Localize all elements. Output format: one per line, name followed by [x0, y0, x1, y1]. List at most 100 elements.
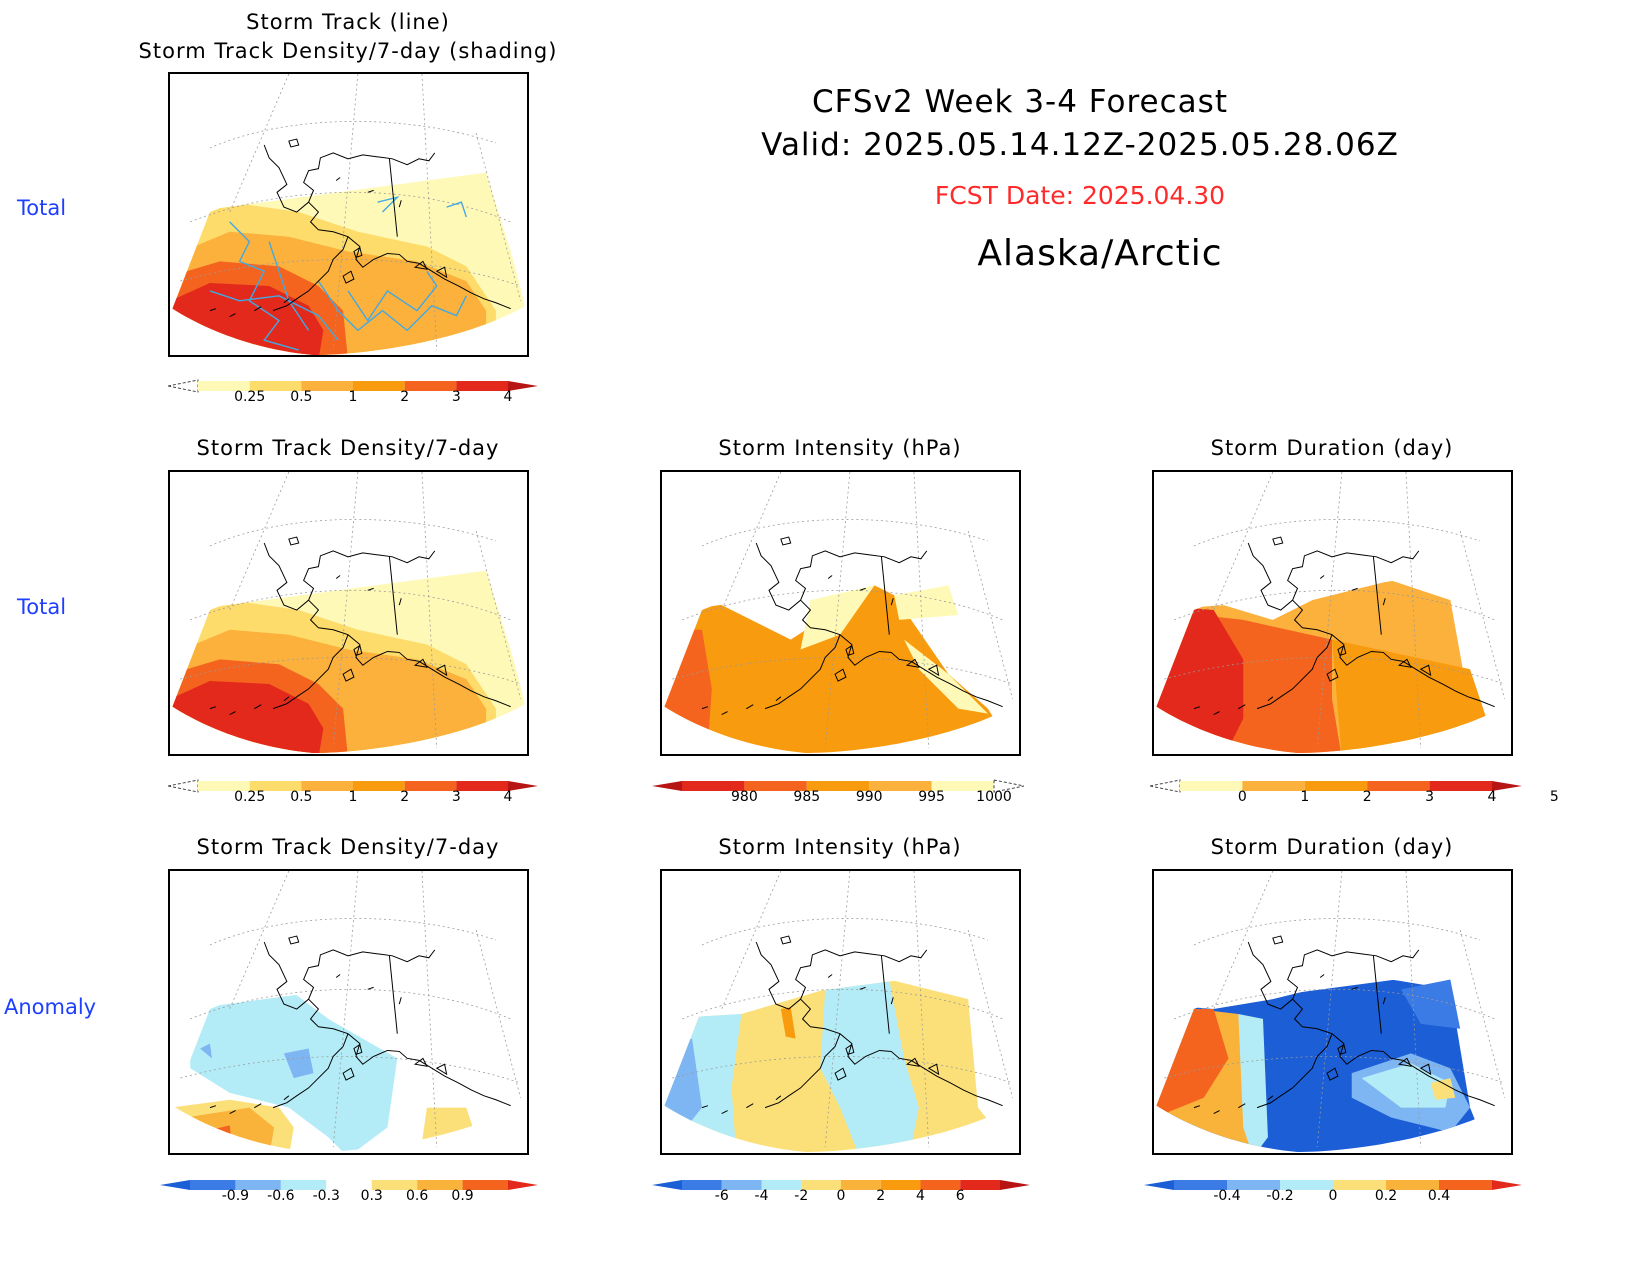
coastline: [1193, 935, 1495, 1115]
colorbar-segment: [1180, 781, 1243, 791]
colorbar-segment: [456, 381, 508, 391]
colorbar-segment: [417, 1180, 463, 1190]
graticule: [180, 472, 521, 749]
coastline: [701, 536, 1003, 716]
colorbar-density-total: 0.25 0.5 1 2 3 4: [167, 778, 538, 808]
colorbar-tick-label: -0.9: [221, 1188, 250, 1204]
colorbar-segment: [301, 381, 353, 391]
shade-neg0.6: [283, 1048, 314, 1079]
colorbar-tick-label: 6: [955, 1188, 965, 1204]
colorbar-duration-total: 0 1 2 3 4 5: [1149, 778, 1559, 808]
colorbar-duration-anomaly: -0.4 -0.2 0 0.2 0.4: [1144, 1177, 1522, 1207]
shade-0b: [820, 979, 919, 1153]
colorbar-segment: [1227, 1180, 1280, 1190]
colorbar-segment: [1304, 781, 1368, 791]
colorbar-right-end: [1000, 1180, 1030, 1190]
shade-0.9: [200, 1125, 232, 1146]
colorbar-segment: [682, 781, 745, 791]
colorbar-segment: [280, 1180, 327, 1190]
colorbar-tick-label: 2: [876, 1188, 886, 1204]
colorbar-tick-label: 0: [836, 1188, 846, 1204]
colorbar-segment: [1367, 781, 1430, 791]
shade-1000c: [904, 639, 988, 714]
intensity-anomaly-map: [660, 869, 1021, 1155]
colorbar-tick-label: 0.25: [234, 389, 266, 405]
colorbar-segment: [371, 1180, 418, 1190]
colorbar-left-end: [167, 779, 199, 793]
colorbar-tick-label: -0.2: [1266, 1188, 1294, 1204]
shade-neg0.2: [1238, 1013, 1268, 1153]
shade-4: [780, 1007, 796, 1039]
colorbar-segment: [880, 1180, 921, 1190]
colorbar-tick-label: -0.3: [312, 1188, 340, 1204]
colorbar-tick-label: 2: [1362, 789, 1372, 805]
colorbar-tick-label: 0.5: [290, 389, 313, 405]
colorbar-tick-label: 0.4: [1427, 1188, 1451, 1204]
colorbar-tick-label: 980: [731, 789, 758, 805]
colorbar-segment: [249, 381, 302, 391]
colorbar-tick-label: -4: [754, 1188, 769, 1204]
colorbar-segment: [1429, 781, 1492, 791]
density-total-title: Storm Track Density/7-day: [196, 436, 500, 460]
colorbar-tick-label: 2: [400, 389, 410, 405]
colorbar-tick-label: 985: [793, 789, 821, 805]
colorbar-segment: [841, 1180, 881, 1190]
colorbar-tick-label: 0: [1237, 789, 1247, 805]
colorbar-left-end: [1149, 779, 1181, 793]
colorbar-tick-label: 3: [451, 789, 461, 805]
colorbar-top-density: 0.25 0.5 1 2 3 4: [167, 378, 538, 408]
colorbar-tick-label: 2: [400, 789, 410, 805]
coastline: [1193, 536, 1495, 716]
colorbar-segment: [1386, 1180, 1439, 1190]
top-panel-title-line2: Storm Track Density/7-day (shading): [138, 39, 558, 63]
colorbar-segment: [1174, 1180, 1227, 1190]
colorbar-tick-label: 5: [1549, 789, 1559, 805]
colorbar-tick-label: 0.5: [290, 789, 313, 805]
colorbar-segment: [198, 381, 250, 391]
colorbar-segment: [301, 781, 353, 791]
duration-anomaly-title: Storm Duration (day): [1210, 835, 1454, 859]
forecast-date: FCST Date: 2025.04.30: [934, 181, 1226, 210]
coastline: [209, 536, 511, 716]
graticule: [180, 871, 521, 1148]
colorbar-left-end: [160, 1180, 190, 1190]
colorbar-segment: [326, 1180, 372, 1190]
shade-1000b: [894, 585, 959, 620]
colorbar-tick-label: 0.25: [234, 789, 266, 805]
region-name: Alaska/Arctic: [977, 233, 1223, 274]
colorbar-left-end: [167, 379, 199, 393]
colorbar-segment: [456, 781, 508, 791]
shade-1000: [800, 585, 875, 650]
colorbar-segment: [761, 1180, 802, 1190]
colorbar-segment: [190, 1180, 236, 1190]
colorbar-right-end: [993, 779, 1025, 793]
colorbar-segment: [869, 781, 932, 791]
colorbar-tick-label: 1000: [976, 789, 1012, 805]
intensity-anomaly-title: Storm Intensity (hPa): [718, 835, 962, 859]
colorbar-segment: [806, 781, 870, 791]
intensity-total-title: Storm Intensity (hPa): [718, 436, 962, 460]
duration-anomaly-map: [1152, 869, 1513, 1155]
colorbar-tick-label: 0: [1328, 1188, 1338, 1204]
colorbar-right-end: [508, 781, 538, 791]
row-label-total-middle: Total: [17, 595, 67, 619]
colorbar-tick-label: 4: [503, 789, 513, 805]
colorbar-tick-label: -6: [714, 1188, 729, 1204]
duration-total-map: [1152, 470, 1513, 756]
colorbar-segment: [353, 381, 405, 391]
colorbar-tick-label: 0.9: [451, 1188, 474, 1204]
colorbar-tick-label: 1: [1300, 789, 1310, 805]
row-label-anomaly: Anomaly: [4, 995, 97, 1019]
graticule: [180, 74, 521, 351]
colorbar-segment: [404, 381, 457, 391]
colorbar-intensity-total: 980 985 990 995 1000: [652, 778, 1025, 808]
colorbar-left-end: [1144, 1180, 1174, 1190]
duration-total-title: Storm Duration (day): [1210, 436, 1454, 460]
shade-990: [664, 629, 712, 754]
colorbar-segment: [249, 781, 302, 791]
colorbar-right-end: [1492, 781, 1522, 791]
graticule: [672, 472, 1013, 749]
colorbar-tick-label: 3: [451, 389, 461, 405]
colorbar-tick-label: 990: [855, 789, 883, 805]
colorbar-tick-label: 0.2: [1374, 1188, 1398, 1204]
